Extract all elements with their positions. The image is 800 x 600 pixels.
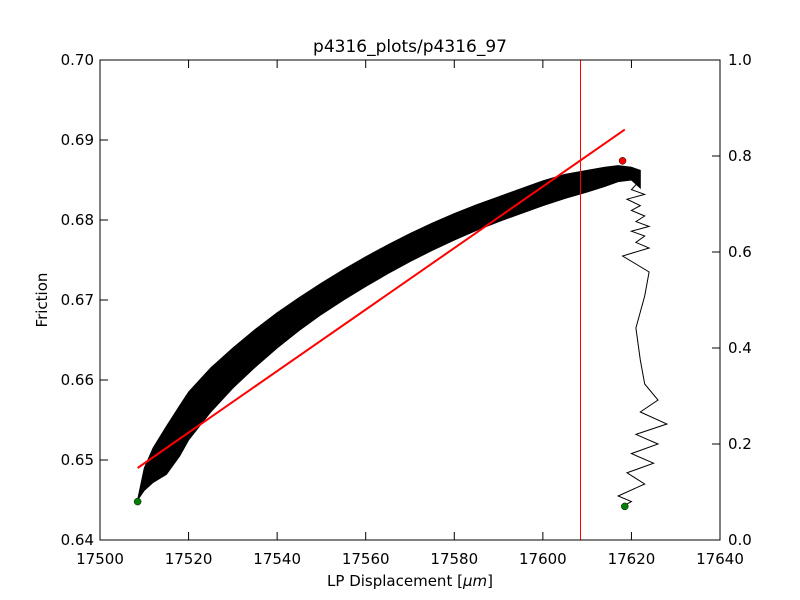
x-axis-label: LP Displacement [μm] [327, 572, 493, 590]
series-2-line [137, 128, 626, 469]
series-1-line [616, 179, 669, 507]
y-tick-label: 0.68 [61, 211, 94, 229]
x-tick-label: 17580 [430, 550, 478, 568]
y-tick-label: 0.67 [61, 291, 94, 309]
y2-tick-label: 0.0 [728, 531, 752, 549]
x-axis: 17500 17520 17540 17560 17580 17600 17620 17640 [76, 60, 744, 568]
y-tick-label: 0.66 [61, 371, 94, 389]
y-tick-label: 0.65 [61, 451, 94, 469]
x-tick-label: 17540 [253, 550, 301, 568]
y2-tick-label: 0.4 [728, 339, 752, 357]
plot-frame [99, 59, 721, 541]
x-tick-label: 17520 [165, 550, 213, 568]
y-axis-left: 0.64 0.65 0.66 0.67 0.68 0.69 0.70 [61, 51, 108, 549]
x-tick-label: 17640 [696, 550, 744, 568]
x-tick-label: 17600 [519, 550, 567, 568]
y-tick-label: 0.64 [61, 531, 94, 549]
x-axis-label-text: LP Displacement [327, 572, 452, 590]
x-tick-label: 17560 [342, 550, 390, 568]
y-tick-label: 0.70 [61, 51, 94, 69]
y-axis-label: Friction [33, 273, 51, 328]
y2-tick-label: 1.0 [728, 51, 752, 69]
x-tick-label: 17500 [76, 550, 124, 568]
point-marker-2 [618, 157, 627, 165]
point-marker-1 [621, 502, 629, 511]
y-tick-label: 0.69 [61, 131, 94, 149]
y2-tick-label: 0.2 [728, 435, 752, 453]
y2-tick-label: 0.6 [728, 243, 752, 261]
x-axis-unit: μm [462, 572, 487, 590]
series-0-band [137, 165, 641, 501]
x-tick-label: 17620 [608, 550, 656, 568]
chart-title: p4316_plots/p4316_97 [313, 37, 507, 57]
y2-tick-label: 0.8 [728, 147, 752, 165]
point-marker-0 [133, 497, 142, 506]
plot-area [133, 60, 669, 540]
